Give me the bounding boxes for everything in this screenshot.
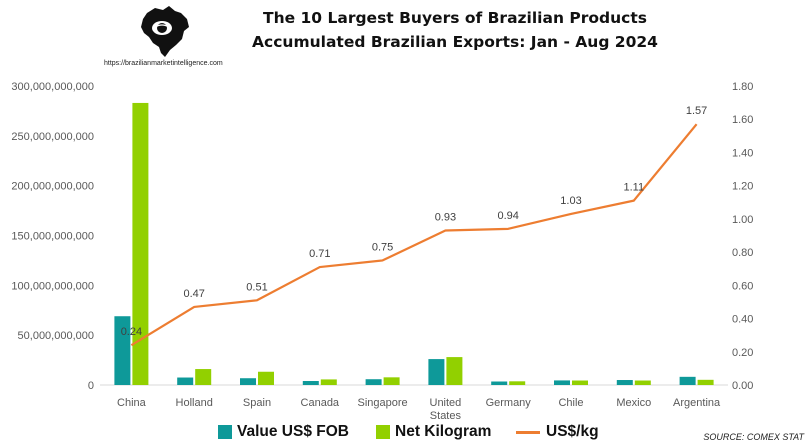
bar-kilogram	[132, 102, 149, 386]
price-data-label: 0.24	[121, 326, 142, 338]
bar-value	[177, 377, 194, 385]
x-category-label: Mexico	[616, 397, 651, 409]
legend-item-kilogram: Net Kilogram	[376, 420, 491, 444]
y-right-tick-label: 1.20	[732, 181, 753, 193]
price-data-label: 0.94	[497, 210, 518, 222]
y-left-tick-label: 100,000,000,000	[11, 280, 94, 292]
y-right-tick-label: 1.60	[732, 114, 753, 126]
y-right-tick-label: 0.20	[732, 347, 753, 359]
bar-value	[679, 376, 696, 385]
bar-kilogram	[634, 380, 651, 385]
bar-kilogram	[572, 380, 588, 385]
legend-swatch-kilogram	[376, 425, 390, 439]
y-right-tick-label: 1.40	[732, 147, 753, 159]
y-right-tick-label: 0.80	[732, 247, 753, 259]
x-category-label: Singapore	[358, 397, 408, 409]
y-right-tick-label: 0.60	[732, 280, 753, 292]
bar-kilogram	[258, 371, 274, 385]
y-left-tick-label: 50,000,000,000	[18, 330, 94, 342]
price-data-label: 0.51	[246, 281, 267, 293]
price-data-label: 1.11	[624, 182, 645, 194]
bar-kilogram	[697, 379, 714, 385]
legend-swatch-value	[218, 425, 232, 439]
chart-legend: Value US$ FOB Net Kilogram US$/kg	[0, 420, 812, 444]
chart-title: The 10 Largest Buyers of Brazilian Produ…	[263, 9, 647, 27]
x-category-label: Spain	[243, 397, 271, 409]
bar-value	[302, 381, 319, 385]
bar-value	[114, 316, 131, 385]
legend-label-value: Value US$ FOB	[237, 423, 349, 440]
bar-kilogram	[446, 357, 463, 385]
price-data-label: 0.71	[309, 248, 330, 260]
price-data-label: 0.75	[372, 241, 393, 253]
x-category-label: Argentina	[673, 397, 721, 409]
legend-label-price: US$/kg	[546, 423, 599, 440]
bar-kilogram	[320, 379, 337, 385]
y-right-tick-label: 1.80	[732, 81, 753, 93]
chart-subtitle: Accumulated Brazilian Exports: Jan - Aug…	[252, 33, 658, 51]
y-left-tick-label: 150,000,000,000	[11, 231, 94, 243]
bar-value	[428, 359, 445, 385]
chart-plot: 0 50,000,000,000 100,000,000,000 150,000,00…	[11, 81, 753, 420]
brazil-map-logo-icon	[135, 3, 193, 59]
x-category-label: United States	[430, 397, 462, 420]
price-data-label: 0.47	[183, 288, 204, 300]
source-note: SOURCE: COMEX STAT	[703, 432, 804, 442]
x-category-label: Germany	[486, 397, 532, 409]
line-price-per-kg	[130, 123, 698, 347]
y-left-tick-label: 250,000,000,000	[11, 131, 94, 143]
bar-value	[240, 378, 256, 385]
legend-item-price: US$/kg	[516, 420, 599, 444]
website-url: https://brazilianmarketintelligence.com	[104, 60, 223, 67]
price-data-label: 1.03	[560, 195, 581, 207]
bar-value	[365, 379, 382, 385]
bar-value	[554, 380, 570, 385]
bar-kilogram	[509, 381, 526, 385]
bar-value	[616, 380, 633, 385]
price-data-label: 1.57	[686, 105, 707, 117]
bar-value	[491, 381, 508, 385]
bar-kilogram	[195, 369, 212, 385]
x-category-label: China	[117, 397, 147, 409]
y-right-tick-label: 1.00	[732, 214, 753, 226]
price-data-label: 0.93	[435, 212, 456, 224]
y-right-tick-label: 0.40	[732, 314, 753, 326]
y-left-tick-label: 300,000,000,000	[11, 81, 94, 93]
x-category-label: Holland	[176, 397, 213, 409]
legend-line-price	[516, 430, 540, 434]
y-left-tick-label: 0	[88, 380, 94, 392]
x-category-label: Chile	[558, 397, 583, 409]
legend-label-kilogram: Net Kilogram	[395, 423, 492, 440]
legend-item-value: Value US$ FOB	[218, 420, 349, 444]
bar-kilogram	[383, 377, 400, 385]
y-right-tick-label: 0.00	[732, 380, 753, 392]
y-left-tick-label: 200,000,000,000	[11, 181, 94, 193]
x-category-label: Canada	[301, 397, 340, 409]
